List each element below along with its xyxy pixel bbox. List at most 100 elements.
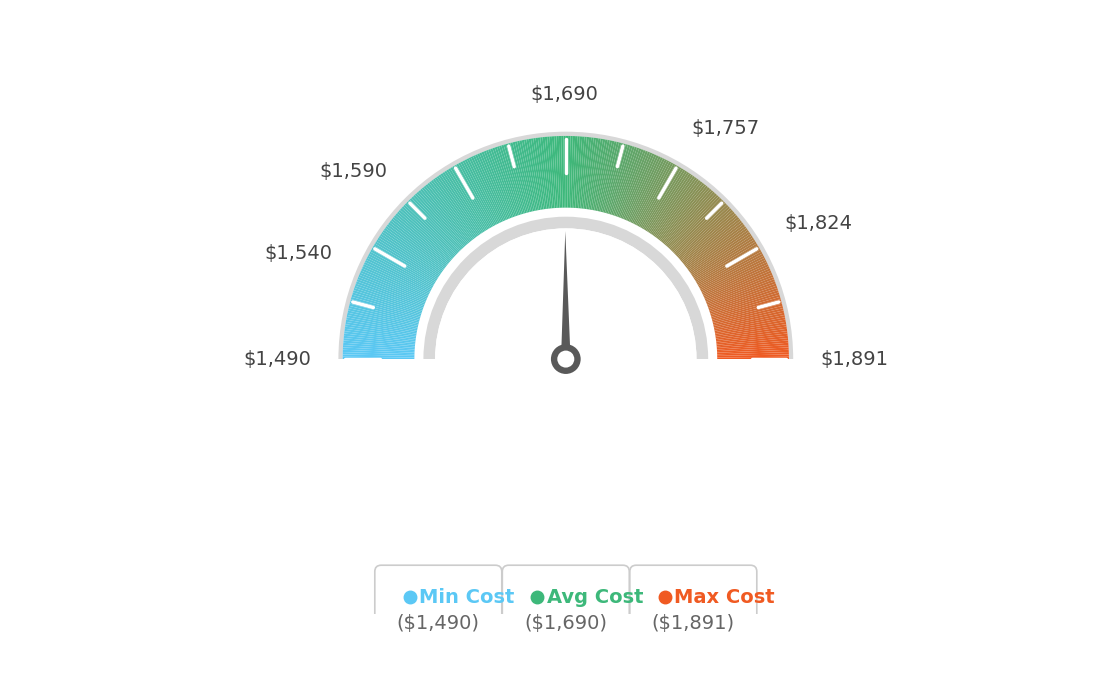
Wedge shape (708, 279, 775, 306)
Wedge shape (456, 164, 492, 227)
Wedge shape (643, 167, 681, 230)
Wedge shape (357, 279, 424, 306)
Wedge shape (679, 212, 735, 260)
Wedge shape (680, 213, 736, 262)
Wedge shape (389, 222, 446, 268)
Wedge shape (710, 290, 778, 314)
Wedge shape (362, 266, 428, 297)
Wedge shape (716, 347, 788, 353)
Wedge shape (552, 136, 558, 208)
Wedge shape (572, 136, 577, 208)
Wedge shape (655, 179, 699, 237)
Wedge shape (586, 138, 598, 209)
Wedge shape (631, 158, 665, 224)
Wedge shape (460, 161, 496, 226)
Wedge shape (376, 239, 438, 279)
Text: Max Cost: Max Cost (675, 588, 775, 607)
Wedge shape (510, 142, 530, 213)
Wedge shape (709, 286, 777, 310)
Wedge shape (688, 228, 747, 271)
Wedge shape (353, 288, 423, 313)
Wedge shape (367, 256, 432, 290)
Wedge shape (686, 222, 743, 268)
Wedge shape (378, 237, 438, 278)
Wedge shape (339, 132, 793, 359)
Wedge shape (436, 176, 479, 236)
Wedge shape (392, 217, 449, 264)
Wedge shape (712, 304, 783, 323)
Wedge shape (422, 187, 469, 244)
Wedge shape (714, 313, 785, 329)
Wedge shape (601, 142, 619, 212)
Wedge shape (713, 306, 783, 324)
Wedge shape (506, 144, 527, 213)
Wedge shape (569, 136, 573, 208)
Wedge shape (694, 241, 756, 281)
Wedge shape (343, 340, 415, 348)
Polygon shape (561, 231, 571, 359)
Wedge shape (673, 203, 726, 255)
Wedge shape (550, 137, 556, 208)
Wedge shape (355, 284, 423, 309)
Wedge shape (424, 217, 708, 359)
Wedge shape (352, 293, 422, 315)
Wedge shape (678, 210, 733, 259)
Wedge shape (714, 315, 785, 331)
Wedge shape (390, 221, 447, 266)
Wedge shape (707, 277, 774, 305)
Wedge shape (469, 157, 501, 223)
Wedge shape (372, 246, 435, 284)
Wedge shape (712, 299, 782, 320)
Wedge shape (703, 264, 768, 296)
Wedge shape (567, 136, 571, 208)
Wedge shape (488, 149, 514, 217)
Wedge shape (343, 343, 415, 350)
Wedge shape (637, 162, 673, 226)
Wedge shape (412, 197, 463, 250)
Wedge shape (343, 336, 415, 345)
Wedge shape (701, 260, 766, 293)
Wedge shape (622, 152, 650, 219)
Wedge shape (672, 201, 725, 253)
Wedge shape (665, 190, 713, 246)
Wedge shape (687, 224, 745, 269)
Text: ($1,690): ($1,690) (524, 613, 607, 633)
Wedge shape (486, 150, 513, 218)
Wedge shape (477, 153, 507, 220)
Wedge shape (648, 172, 689, 233)
Wedge shape (715, 324, 786, 337)
Wedge shape (639, 164, 676, 227)
Text: Min Cost: Min Cost (420, 588, 514, 607)
Wedge shape (408, 199, 460, 252)
Wedge shape (662, 187, 710, 244)
Wedge shape (354, 286, 423, 310)
Wedge shape (360, 270, 427, 300)
Wedge shape (380, 234, 440, 275)
Wedge shape (718, 355, 789, 357)
Wedge shape (363, 264, 428, 296)
Wedge shape (395, 213, 452, 262)
Wedge shape (689, 230, 749, 273)
Wedge shape (656, 180, 701, 239)
Wedge shape (444, 170, 485, 232)
Wedge shape (391, 219, 448, 265)
Wedge shape (715, 329, 787, 340)
Wedge shape (470, 156, 502, 222)
Wedge shape (677, 208, 732, 258)
Wedge shape (413, 195, 464, 248)
Wedge shape (617, 149, 644, 217)
Wedge shape (424, 186, 470, 242)
Wedge shape (512, 142, 531, 212)
Wedge shape (381, 232, 442, 274)
Wedge shape (364, 262, 429, 295)
Wedge shape (649, 173, 691, 234)
Wedge shape (683, 219, 741, 265)
Wedge shape (590, 139, 603, 210)
Wedge shape (342, 355, 414, 357)
Text: Avg Cost: Avg Cost (546, 588, 644, 607)
Wedge shape (690, 232, 751, 274)
Wedge shape (467, 158, 500, 224)
Wedge shape (701, 258, 766, 292)
Wedge shape (612, 146, 635, 215)
Wedge shape (670, 198, 722, 251)
